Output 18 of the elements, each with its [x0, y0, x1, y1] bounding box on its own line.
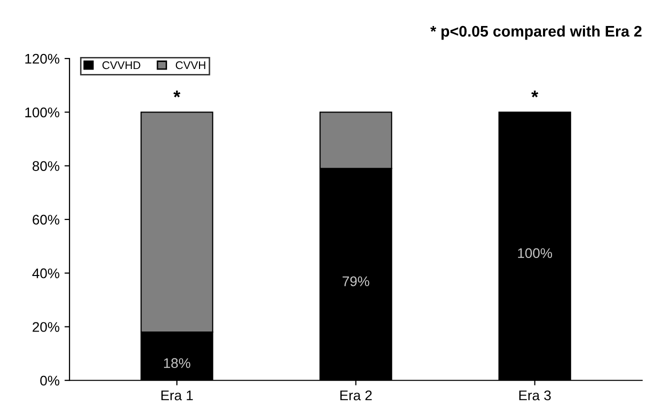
data-label: 100%: [518, 248, 552, 258]
y-tick-label: 100%: [25, 108, 60, 118]
data-label: 18%: [164, 358, 190, 368]
x-tick-label: Era 3: [519, 390, 551, 400]
y-tick-label: 60%: [32, 214, 60, 225]
y-tick-label: 80%: [32, 161, 60, 171]
y-tick-label: 120%: [25, 54, 60, 64]
y-tick-label: 0%: [40, 376, 60, 386]
x-tick-label: Era 2: [340, 390, 372, 400]
legend-label: CVVHD: [102, 61, 140, 70]
y-tick-label: 40%: [32, 268, 60, 278]
y-tick-label: 20%: [32, 322, 60, 332]
annotation: *: [173, 90, 180, 98]
x-tick-label: Era 1: [161, 390, 193, 400]
legend-label: CVVH: [176, 61, 206, 70]
text: * p<0.05 compared with Era 2: [430, 25, 642, 40]
annotation: *: [531, 90, 538, 98]
data-label: 79%: [342, 276, 370, 286]
